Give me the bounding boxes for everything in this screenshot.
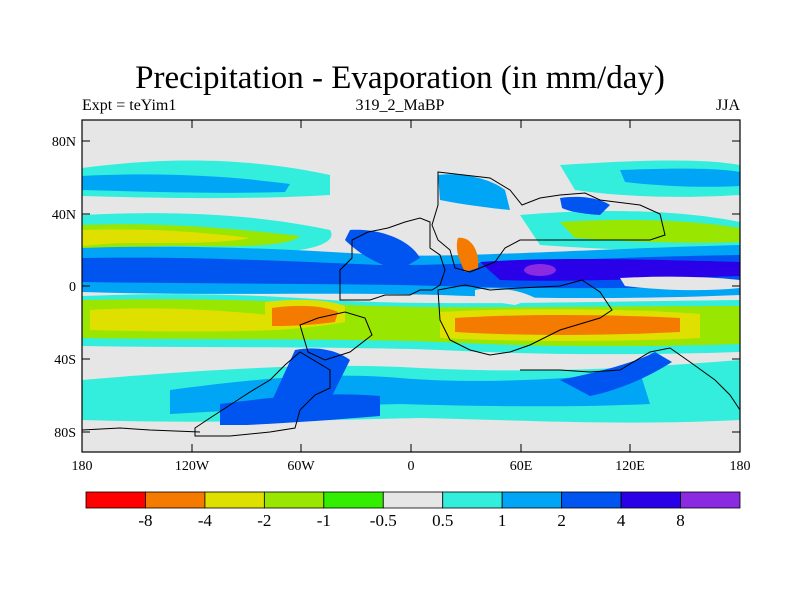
field-band xyxy=(455,315,680,335)
colorbar-label: -8 xyxy=(138,511,152,530)
continent-outline xyxy=(339,217,446,301)
colorbar-label: 8 xyxy=(676,511,685,530)
lat-label: 80S xyxy=(54,426,76,441)
lat-label: 80N xyxy=(52,135,76,150)
lat-label: 40N xyxy=(52,208,76,223)
time-label: 319_2_MaBP xyxy=(355,97,445,114)
field-band xyxy=(560,220,740,243)
colorbar-swatch xyxy=(382,491,444,509)
colorbar-swatch xyxy=(145,491,206,509)
lat-label: 40S xyxy=(54,353,76,368)
field-band xyxy=(82,174,290,193)
colorbar-label: -0.5 xyxy=(370,511,397,530)
field-patch xyxy=(345,229,420,270)
lon-label: 0 xyxy=(408,459,415,474)
colorbar-label: 0.5 xyxy=(432,511,453,530)
season-label: JJA xyxy=(715,97,740,114)
lon-ticks xyxy=(191,120,631,452)
colorbar-swatch xyxy=(680,491,741,509)
field-patch xyxy=(475,288,535,305)
colorbar-label: 2 xyxy=(557,511,566,530)
field-band xyxy=(90,308,280,332)
field-patch xyxy=(560,196,610,215)
lat-ticks xyxy=(82,140,740,433)
colorbar-swatch xyxy=(85,491,146,509)
lon-label: 120W xyxy=(175,459,210,474)
colorbar: -8 -4 -2 -1 -0.5 0.5 1 2 4 8 xyxy=(85,491,741,530)
field-band xyxy=(272,305,338,326)
lon-label: 60W xyxy=(287,459,315,474)
field-peak xyxy=(524,264,556,276)
colorbar-label: 1 xyxy=(498,511,507,530)
continent-outline xyxy=(82,427,201,433)
lon-label: 180 xyxy=(730,459,751,474)
coastlines xyxy=(82,171,740,437)
colorbar-label: -4 xyxy=(198,511,213,530)
colorbar-swatch xyxy=(561,491,622,509)
field-patch xyxy=(270,348,350,409)
field-patch xyxy=(456,237,479,272)
continent-outline xyxy=(299,311,373,361)
colorbar-swatch xyxy=(204,491,265,509)
colorbar-swatch xyxy=(501,491,563,509)
field-band xyxy=(560,352,672,396)
lon-label: 180 xyxy=(72,459,93,474)
colorbar-swatch xyxy=(323,491,384,509)
colorbar-label: -2 xyxy=(257,511,271,530)
field-band xyxy=(620,168,740,187)
continent-outline xyxy=(437,279,613,356)
map-field xyxy=(82,120,740,452)
lat-label: 0 xyxy=(69,280,76,295)
colorbar-label: -1 xyxy=(317,511,331,530)
field-band xyxy=(620,276,740,291)
colorbar-label: 4 xyxy=(617,511,626,530)
colorbar-swatch xyxy=(442,491,503,509)
continent-outline xyxy=(431,171,666,273)
field-band xyxy=(82,229,250,246)
field-patch xyxy=(438,174,510,210)
lon-label: 60E xyxy=(510,459,533,474)
colorbar-swatch xyxy=(620,491,681,509)
plot-title: Precipitation - Evaporation (in mm/day) xyxy=(135,60,665,96)
continent-outline xyxy=(194,351,331,437)
lon-label: 120E xyxy=(615,459,645,474)
experiment-label: Expt = teYim1 xyxy=(82,97,177,114)
continent-outline xyxy=(520,347,740,430)
colorbar-swatch xyxy=(263,491,325,509)
